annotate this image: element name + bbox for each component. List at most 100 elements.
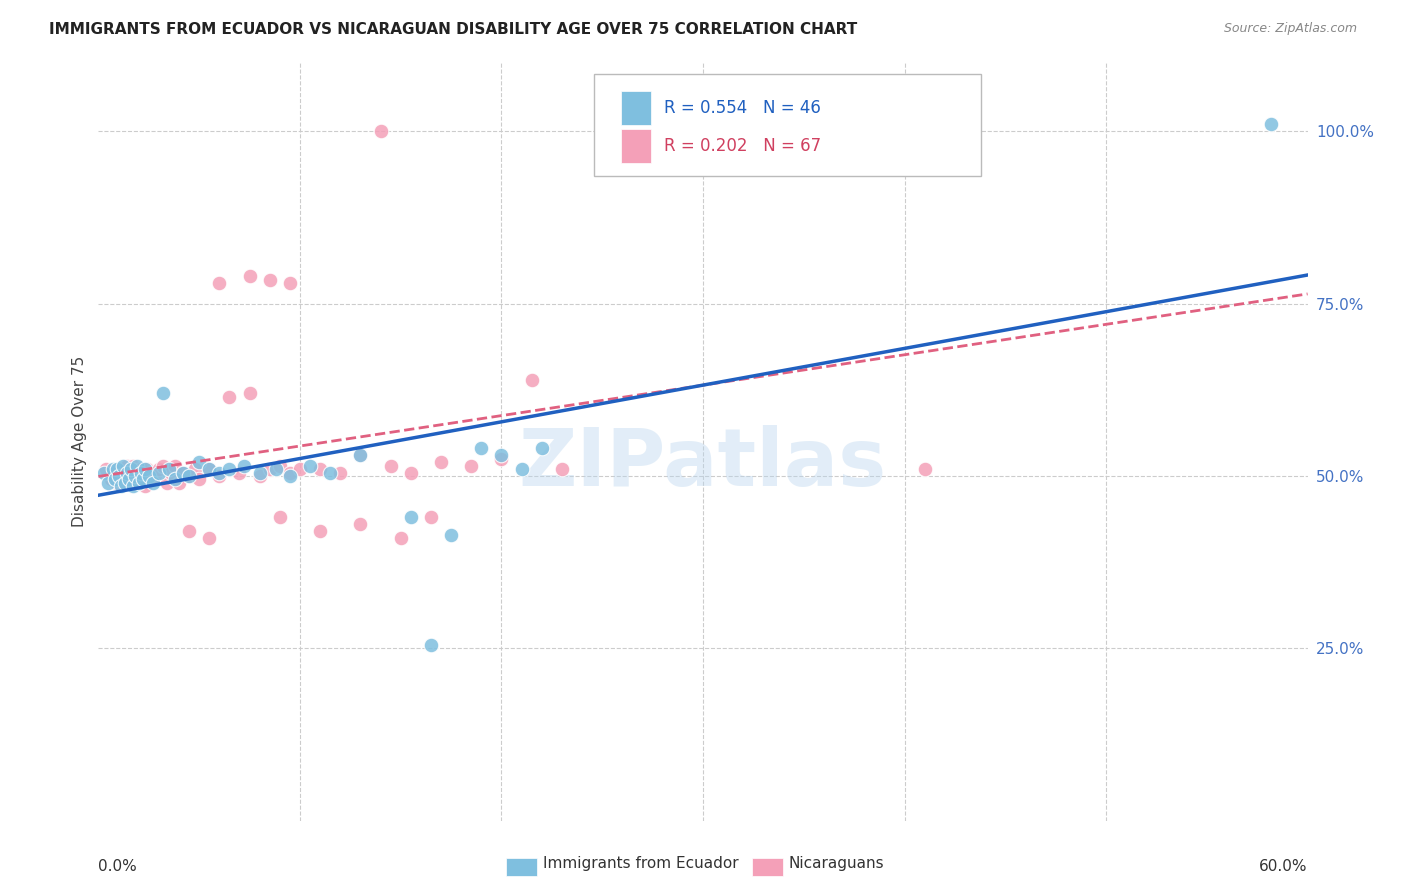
Point [309, 462, 332, 476]
Point [128, 473, 150, 487]
Point [319, 466, 342, 480]
Point [135, 462, 157, 476]
Point [551, 462, 574, 476]
Point [138, 469, 160, 483]
Point [114, 466, 136, 480]
Text: Immigrants from Ecuador: Immigrants from Ecuador [543, 856, 738, 871]
Point [118, 475, 141, 490]
Point [105, 475, 128, 490]
Point [184, 462, 207, 476]
Y-axis label: Disability Age Over 75: Disability Age Over 75 [72, 356, 87, 527]
Point [103, 466, 125, 480]
Point [309, 524, 332, 538]
Point [120, 462, 142, 476]
Point [491, 448, 513, 462]
Point [152, 458, 174, 473]
Point [399, 510, 422, 524]
Point [278, 469, 301, 483]
Point [134, 462, 156, 476]
Point [198, 462, 221, 476]
Point [460, 458, 482, 473]
Point [278, 276, 301, 290]
Point [232, 458, 254, 473]
Point [103, 473, 125, 487]
Point [264, 462, 287, 476]
Point [208, 276, 231, 290]
Point [249, 469, 271, 483]
Point [120, 469, 142, 483]
Point [399, 466, 422, 480]
Point [520, 372, 543, 386]
Point [440, 527, 463, 541]
Point [198, 531, 221, 545]
Point [143, 473, 166, 487]
Point [115, 458, 138, 473]
Point [93, 466, 115, 480]
Point [420, 510, 443, 524]
Point [121, 458, 143, 473]
Point [389, 531, 412, 545]
Point [132, 473, 155, 487]
FancyBboxPatch shape [595, 74, 981, 177]
Point [148, 466, 170, 480]
Point [278, 466, 301, 480]
Point [142, 475, 165, 490]
Point [114, 475, 136, 490]
Point [163, 458, 186, 473]
Point [179, 469, 201, 483]
Point [228, 466, 250, 480]
Point [129, 466, 152, 480]
Point [218, 462, 240, 476]
Point [111, 475, 134, 490]
Point [208, 466, 231, 480]
Point [288, 462, 311, 476]
Point [349, 448, 371, 462]
Point [249, 466, 271, 480]
Point [97, 475, 120, 490]
Point [172, 466, 194, 480]
Point [188, 473, 211, 487]
Point [1260, 118, 1282, 132]
FancyBboxPatch shape [621, 128, 651, 163]
Point [129, 462, 152, 476]
Point [152, 386, 174, 401]
Point [121, 479, 143, 493]
Point [179, 469, 201, 483]
Point [914, 462, 936, 476]
Point [380, 458, 402, 473]
Point [188, 455, 211, 469]
Point [111, 458, 134, 473]
Point [167, 475, 190, 490]
Text: ZIPatlas: ZIPatlas [519, 425, 887, 503]
Point [124, 475, 146, 490]
Point [269, 458, 291, 473]
Point [259, 462, 281, 476]
Point [139, 466, 162, 480]
Point [420, 638, 443, 652]
Text: 0.0%: 0.0% [98, 858, 138, 873]
Point [239, 386, 262, 401]
FancyBboxPatch shape [621, 91, 651, 125]
Text: Source: ZipAtlas.com: Source: ZipAtlas.com [1223, 22, 1357, 36]
Point [118, 473, 141, 487]
Text: IMMIGRANTS FROM ECUADOR VS NICARAGUAN DISABILITY AGE OVER 75 CORRELATION CHART: IMMIGRANTS FROM ECUADOR VS NICARAGUAN DI… [49, 22, 858, 37]
Point [530, 442, 553, 456]
Point [110, 469, 132, 483]
Text: R = 0.202   N = 67: R = 0.202 N = 67 [664, 136, 821, 155]
Point [349, 517, 371, 532]
Point [329, 466, 352, 480]
Point [208, 469, 231, 483]
Point [179, 524, 201, 538]
Point [115, 466, 138, 480]
Point [157, 462, 180, 476]
Point [269, 510, 291, 524]
Point [370, 124, 392, 138]
Point [110, 479, 132, 493]
Point [156, 475, 179, 490]
Point [142, 469, 165, 483]
Point [100, 473, 122, 487]
Text: R = 0.554   N = 46: R = 0.554 N = 46 [664, 99, 821, 117]
Point [107, 469, 129, 483]
Point [491, 451, 513, 466]
Point [105, 462, 128, 476]
